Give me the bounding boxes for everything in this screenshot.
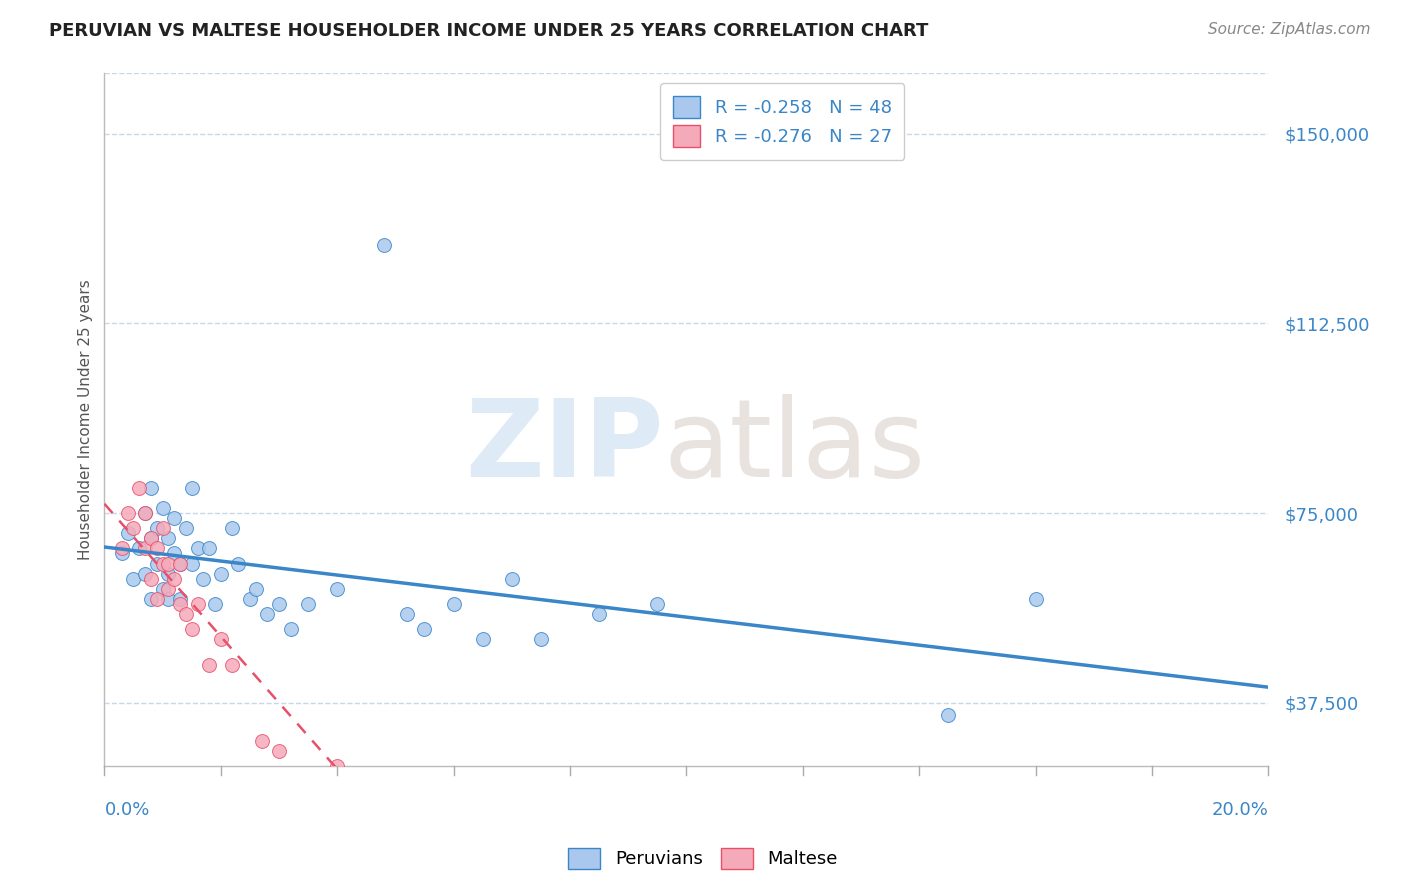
Text: ZIP: ZIP — [464, 394, 664, 500]
Point — [204, 597, 226, 611]
Point — [209, 632, 232, 647]
Point — [501, 572, 523, 586]
Point — [152, 500, 174, 515]
Point — [139, 481, 162, 495]
Point — [471, 632, 494, 647]
Point — [221, 657, 243, 672]
Text: Source: ZipAtlas.com: Source: ZipAtlas.com — [1208, 22, 1371, 37]
Point — [134, 506, 156, 520]
Point — [139, 531, 162, 545]
Point — [297, 597, 319, 611]
Text: atlas: atlas — [664, 394, 925, 500]
Point — [145, 557, 167, 571]
Point — [267, 744, 290, 758]
Point — [134, 541, 156, 556]
Point — [936, 708, 959, 723]
Point — [157, 582, 180, 596]
Point — [174, 521, 197, 535]
Point — [163, 572, 186, 586]
Point — [245, 582, 267, 596]
Point — [186, 541, 208, 556]
Text: PERUVIAN VS MALTESE HOUSEHOLDER INCOME UNDER 25 YEARS CORRELATION CHART: PERUVIAN VS MALTESE HOUSEHOLDER INCOME U… — [49, 22, 928, 40]
Point — [326, 759, 349, 773]
Point — [122, 572, 145, 586]
Point — [239, 592, 262, 607]
Point — [180, 481, 202, 495]
Point — [169, 592, 191, 607]
Point — [413, 623, 436, 637]
Point — [145, 592, 167, 607]
Point — [152, 557, 174, 571]
Point — [152, 521, 174, 535]
Point — [588, 607, 610, 622]
Point — [280, 623, 302, 637]
Point — [174, 607, 197, 622]
Point — [128, 481, 150, 495]
Point — [128, 541, 150, 556]
Point — [157, 592, 180, 607]
Point — [267, 597, 290, 611]
Point — [122, 521, 145, 535]
Point — [373, 238, 395, 252]
Point — [139, 531, 162, 545]
Point — [326, 582, 349, 596]
Text: 0.0%: 0.0% — [104, 801, 150, 820]
Text: 20.0%: 20.0% — [1212, 801, 1268, 820]
Y-axis label: Householder Income Under 25 years: Householder Income Under 25 years — [79, 279, 93, 560]
Point — [163, 511, 186, 525]
Legend: R = -0.258   N = 48, R = -0.276   N = 27: R = -0.258 N = 48, R = -0.276 N = 27 — [661, 83, 904, 160]
Point — [180, 623, 202, 637]
Point — [226, 557, 249, 571]
Point — [221, 521, 243, 535]
Point — [395, 607, 418, 622]
Point — [117, 506, 139, 520]
Point — [169, 597, 191, 611]
Point — [209, 566, 232, 581]
Point — [145, 541, 167, 556]
Point — [134, 566, 156, 581]
Point — [443, 597, 465, 611]
Point — [117, 526, 139, 541]
Point — [157, 566, 180, 581]
Point — [152, 582, 174, 596]
Point — [250, 733, 273, 747]
Point — [186, 597, 208, 611]
Point — [145, 521, 167, 535]
Point — [157, 557, 180, 571]
Point — [530, 632, 553, 647]
Point — [1025, 592, 1047, 607]
Point — [139, 572, 162, 586]
Point — [139, 592, 162, 607]
Point — [198, 657, 221, 672]
Point — [169, 557, 191, 571]
Point — [180, 557, 202, 571]
Point — [111, 547, 134, 561]
Point — [111, 541, 134, 556]
Point — [413, 799, 436, 814]
Point — [256, 607, 278, 622]
Point — [163, 547, 186, 561]
Point — [193, 572, 215, 586]
Point — [198, 541, 221, 556]
Point — [647, 597, 669, 611]
Point — [134, 506, 156, 520]
Legend: Peruvians, Maltese: Peruvians, Maltese — [561, 840, 845, 876]
Point — [169, 557, 191, 571]
Point — [157, 531, 180, 545]
